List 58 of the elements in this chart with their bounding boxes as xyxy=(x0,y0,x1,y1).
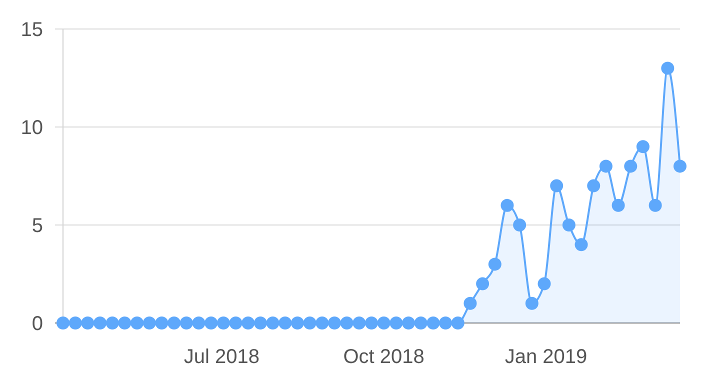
point xyxy=(587,179,600,192)
point xyxy=(142,316,156,330)
point xyxy=(550,179,564,192)
point xyxy=(488,258,502,271)
point xyxy=(612,198,625,212)
point xyxy=(118,316,132,330)
point xyxy=(155,316,168,330)
point xyxy=(352,316,366,330)
point xyxy=(513,218,526,232)
point xyxy=(377,316,390,330)
point xyxy=(316,316,329,330)
point xyxy=(168,316,181,330)
point xyxy=(216,316,230,330)
x-tick-label: Jul 2018 xyxy=(184,346,260,368)
point xyxy=(500,198,514,212)
point xyxy=(130,316,144,330)
y-tick-label: 5 xyxy=(32,215,43,237)
point xyxy=(266,316,280,330)
x-tick-label: Jan 2019 xyxy=(504,346,588,368)
point xyxy=(648,198,662,212)
x-tick-label: Oct 2018 xyxy=(343,346,424,368)
point xyxy=(464,296,477,310)
point xyxy=(303,316,316,330)
point xyxy=(229,316,242,330)
point xyxy=(340,316,354,330)
point xyxy=(599,160,612,173)
point xyxy=(574,238,588,252)
point xyxy=(328,316,341,330)
point xyxy=(451,316,464,330)
point xyxy=(525,296,538,310)
point xyxy=(674,160,686,173)
point xyxy=(636,140,650,154)
point xyxy=(68,316,82,330)
point xyxy=(242,316,255,330)
point xyxy=(562,218,576,232)
point xyxy=(661,62,674,75)
point xyxy=(414,316,428,330)
point xyxy=(81,316,94,330)
y-tick-label: 0 xyxy=(32,313,43,335)
point xyxy=(94,316,107,330)
point xyxy=(402,316,416,330)
point xyxy=(192,316,206,330)
point xyxy=(106,316,119,330)
point xyxy=(390,316,403,330)
point xyxy=(538,277,551,290)
point xyxy=(290,316,304,330)
y-tick-label: 15 xyxy=(20,19,43,41)
point xyxy=(439,316,452,330)
point xyxy=(254,316,267,330)
point xyxy=(365,316,378,330)
point xyxy=(204,316,218,330)
point xyxy=(56,316,70,330)
point xyxy=(180,316,193,330)
y-tick-label: 10 xyxy=(20,117,43,139)
point xyxy=(278,316,292,330)
point xyxy=(624,160,638,173)
point xyxy=(426,316,440,330)
point xyxy=(476,277,490,290)
